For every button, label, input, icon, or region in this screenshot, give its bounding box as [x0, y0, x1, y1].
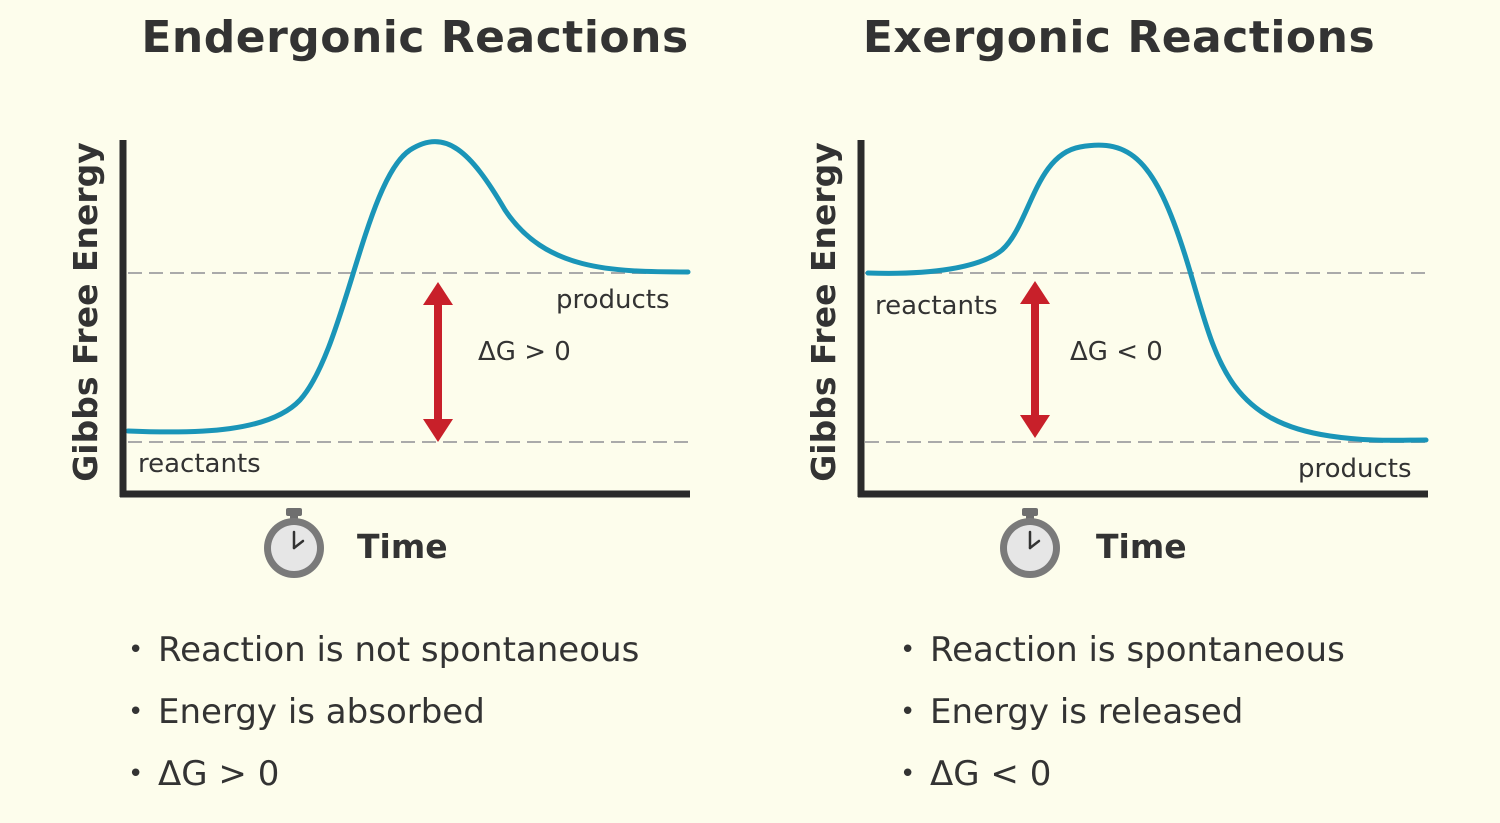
list-item: Energy is released — [900, 687, 1345, 749]
reactants-label: reactants — [138, 449, 261, 479]
delta-g-arrow — [1020, 281, 1050, 438]
list-item: ΔG > 0 — [128, 749, 639, 811]
list-item: Energy is absorbed — [128, 687, 639, 749]
products-label: products — [1298, 454, 1412, 484]
energy-curve — [865, 142, 1429, 443]
y-axis-label: Gibbs Free Energy — [66, 142, 105, 482]
stopwatch-icon — [1000, 508, 1060, 578]
products-label: products — [556, 285, 670, 315]
x-axis-label: Time — [1096, 527, 1187, 566]
endergonic-bullet-list: Reaction is not spontaneous Energy is ab… — [128, 625, 639, 811]
energy-curve — [125, 139, 691, 435]
endergonic-panel: Endergonic Reactions ΔG > 0 products rea… — [0, 0, 750, 823]
delta-g-label: ΔG > 0 — [478, 337, 571, 367]
endergonic-diagram: ΔG > 0 products reactants Gibbs Free Ene… — [66, 139, 691, 578]
y-axis-label: Gibbs Free Energy — [804, 142, 843, 482]
panel-title: Endergonic Reactions — [141, 12, 689, 63]
exergonic-panel: Exergonic Reactions ΔG < 0 reactants pro… — [750, 0, 1500, 823]
exergonic-bullet-list: Reaction is spontaneous Energy is releas… — [900, 625, 1345, 811]
list-item: Reaction is not spontaneous — [128, 625, 639, 687]
delta-g-label: ΔG < 0 — [1070, 337, 1163, 367]
panel-title: Exergonic Reactions — [862, 12, 1376, 63]
reactants-label: reactants — [875, 291, 998, 321]
exergonic-diagram: ΔG < 0 reactants products Gibbs Free Ene… — [804, 140, 1429, 578]
stopwatch-icon — [264, 508, 324, 578]
x-axis-label: Time — [357, 527, 448, 566]
list-item: ΔG < 0 — [900, 749, 1345, 811]
delta-g-arrow — [423, 282, 453, 442]
list-item: Reaction is spontaneous — [900, 625, 1345, 687]
